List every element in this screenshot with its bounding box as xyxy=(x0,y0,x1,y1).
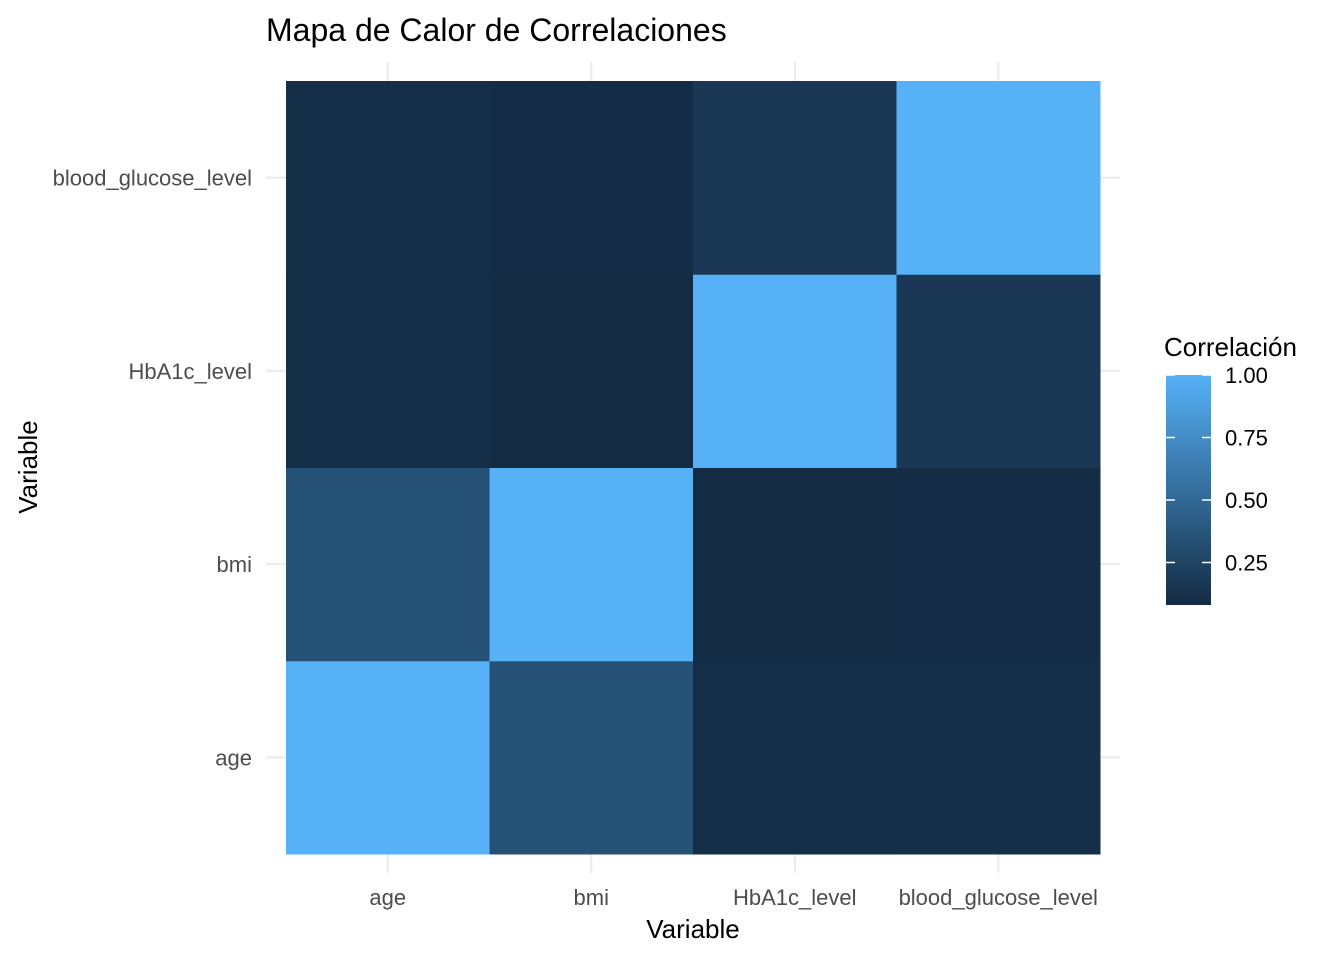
heatmap-cell-HbA1c_level-age xyxy=(286,274,490,468)
chart-title: Mapa de Calor de Correlaciones xyxy=(266,12,727,48)
heatmap-cell-blood_glucose_level-blood_glucose_level xyxy=(896,81,1101,275)
heatmap-cell-age-bmi xyxy=(489,660,694,855)
heatmap-cell-bmi-blood_glucose_level xyxy=(896,467,1101,662)
heatmap-cell-age-blood_glucose_level xyxy=(896,660,1101,855)
y-tick-labels: age bmi HbA1c_level blood_glucose_level xyxy=(53,166,252,771)
x-axis-title: Variable xyxy=(646,914,739,944)
x-tick-label: age xyxy=(369,885,406,910)
y-tick-label: blood_glucose_level xyxy=(53,166,252,191)
y-tick-label: bmi xyxy=(217,552,252,577)
x-tick-label: HbA1c_level xyxy=(733,885,857,910)
legend-tick-label: 0.25 xyxy=(1225,551,1268,576)
legend-tick-label: 0.75 xyxy=(1225,426,1268,451)
heatmap-cell-age-HbA1c_level xyxy=(693,660,897,855)
heatmap-cell-bmi-age xyxy=(286,467,490,662)
legend-colorbar xyxy=(1166,375,1211,605)
y-tick-label: age xyxy=(215,745,252,770)
heatmap-cells xyxy=(286,81,1101,855)
heatmap-cell-age-age xyxy=(286,660,490,855)
heatmap-cell-blood_glucose_level-age xyxy=(286,81,490,275)
legend-tick-label: 1.00 xyxy=(1225,363,1268,388)
y-axis-title: Variable xyxy=(13,420,43,513)
heatmap-cell-blood_glucose_level-HbA1c_level xyxy=(693,81,897,275)
y-tick-label: HbA1c_level xyxy=(128,359,252,384)
heatmap-cell-HbA1c_level-HbA1c_level xyxy=(693,274,897,468)
heatmap-cell-blood_glucose_level-bmi xyxy=(489,81,694,275)
heatmap-cell-bmi-bmi xyxy=(489,467,694,662)
heatmap-cell-HbA1c_level-bmi xyxy=(489,274,694,468)
legend-tick-label: 0.50 xyxy=(1225,488,1268,513)
legend: Correlación 0.25 0.50 0.75 1.00 xyxy=(1164,332,1297,605)
x-tick-labels: age bmi HbA1c_level blood_glucose_level xyxy=(369,885,1098,910)
legend-title: Correlación xyxy=(1164,332,1297,362)
heatmap-cell-HbA1c_level-blood_glucose_level xyxy=(896,274,1101,468)
legend-ticks: 0.25 0.50 0.75 1.00 xyxy=(1166,363,1268,576)
x-tick-label: blood_glucose_level xyxy=(899,885,1098,910)
heatmap-cell-bmi-HbA1c_level xyxy=(693,467,897,662)
x-tick-label: bmi xyxy=(574,885,609,910)
